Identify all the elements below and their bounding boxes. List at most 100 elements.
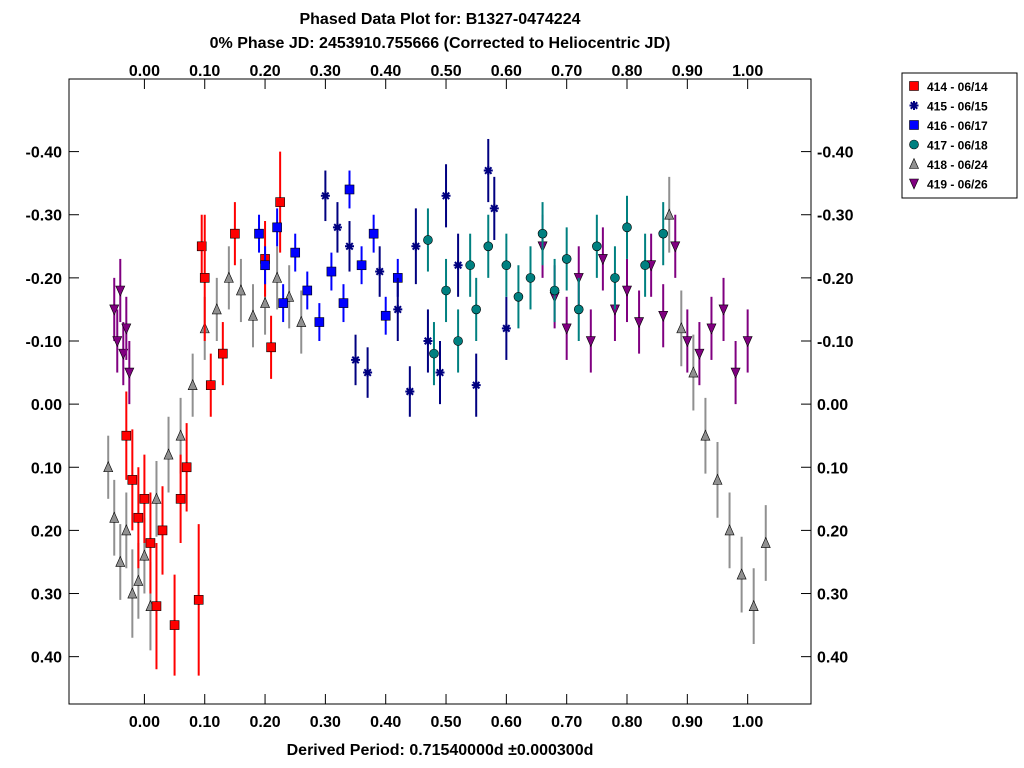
x-tick-label-top: 0.90 [672, 63, 703, 80]
data-point [634, 317, 645, 329]
data-points [103, 138, 771, 676]
x-tick-label-bottom: 0.30 [310, 714, 341, 731]
data-point [151, 601, 162, 611]
data-point [205, 380, 216, 390]
legend-label: 414 - 06/14 [927, 80, 988, 94]
y-tick-label-left: 0.10 [31, 460, 62, 477]
data-point [489, 203, 499, 213]
legend-marker [909, 81, 919, 91]
x-tick-label-bottom: 0.20 [249, 714, 280, 731]
data-point [248, 309, 258, 321]
data-point [254, 228, 264, 239]
data-point [344, 184, 355, 195]
data-point [760, 536, 771, 548]
data-point [441, 191, 451, 201]
data-point [356, 260, 367, 271]
y-tick-label-right: 0.00 [817, 397, 848, 414]
y-tick-label-left: -0.20 [26, 271, 63, 288]
y-tick-label-right: 0.10 [817, 460, 848, 477]
data-point [363, 368, 373, 378]
data-point [592, 241, 602, 252]
y-tick-label-left: 0.40 [31, 650, 62, 667]
data-point [326, 266, 337, 277]
data-point [471, 304, 481, 315]
data-point [314, 317, 325, 327]
data-point [483, 241, 494, 252]
x-tick-label-top: 0.80 [611, 63, 642, 80]
data-point [109, 511, 120, 523]
data-point [272, 271, 283, 283]
x-tick-label-top: 0.70 [551, 63, 582, 80]
legend-label: 415 - 06/15 [927, 100, 988, 114]
data-point [351, 355, 361, 365]
data-point [736, 568, 747, 580]
data-point [682, 336, 693, 348]
data-point [718, 304, 729, 316]
data-point [411, 241, 421, 251]
data-point [112, 336, 123, 348]
x-tick-label-bottom: 0.50 [430, 714, 461, 731]
x-tick-label-top: 0.30 [310, 63, 341, 80]
data-point [471, 380, 481, 390]
y-tick-label-left: -0.30 [26, 208, 63, 225]
data-point [121, 430, 132, 441]
data-point [345, 241, 355, 251]
legend-label: 418 - 06/24 [927, 158, 988, 172]
data-point [139, 494, 150, 504]
data-point [275, 197, 285, 207]
data-point [103, 461, 114, 473]
data-point [302, 285, 313, 296]
y-tick-label-left: 0.20 [31, 523, 62, 540]
x-tick-label-top: 0.60 [491, 63, 522, 80]
plot-area-frame [68, 78, 812, 705]
x-tick-label-top: 0.00 [129, 63, 160, 80]
axis-ticks: 0.00 0.00 0.10 0.10 0.20 0.20 0.30 0.30 0.40 0.40… [26, 63, 854, 731]
data-point [483, 166, 493, 176]
data-point [688, 366, 699, 378]
data-point [266, 342, 276, 353]
data-point [724, 524, 735, 536]
data-point [712, 473, 723, 485]
data-point [561, 254, 572, 264]
y-tick-label-right: -0.10 [817, 334, 854, 351]
data-point [748, 599, 759, 611]
x-tick-label-top: 0.10 [189, 63, 220, 80]
data-point [260, 296, 271, 308]
data-point [368, 228, 379, 239]
data-point [423, 235, 433, 245]
y-tick-label-right: 0.30 [817, 587, 848, 604]
data-point [501, 260, 512, 271]
data-point [706, 323, 717, 335]
data-point [175, 494, 186, 504]
data-point [664, 208, 675, 220]
data-point [435, 368, 445, 378]
data-point [181, 462, 192, 473]
data-point [196, 241, 207, 252]
legend-label: 419 - 06/26 [927, 178, 988, 192]
data-point [223, 271, 234, 283]
legend-marker [909, 101, 919, 110]
data-point [549, 285, 560, 296]
x-tick-label-bottom: 0.40 [370, 714, 401, 731]
x-tick-label-bottom: 0.90 [672, 714, 703, 731]
data-point [525, 273, 536, 283]
chart-subtitle: 0% Phase JD: 2453910.755666 (Corrected t… [210, 35, 671, 52]
data-point [127, 475, 138, 485]
y-tick-label-right: 0.20 [817, 523, 848, 540]
data-point [573, 304, 584, 315]
legend-label: 417 - 06/18 [927, 139, 988, 153]
data-point [622, 285, 632, 297]
data-point [133, 574, 144, 586]
data-point [163, 448, 174, 460]
legend-marker [909, 139, 919, 150]
data-point [193, 595, 204, 605]
data-point [260, 260, 270, 271]
data-point [187, 378, 198, 390]
y-tick-label-left: -0.40 [26, 145, 63, 162]
legend-marker [909, 178, 919, 190]
legend-marker [909, 120, 919, 130]
data-point [133, 512, 144, 523]
data-point [290, 247, 301, 258]
data-point [211, 303, 222, 315]
data-point [375, 267, 385, 277]
